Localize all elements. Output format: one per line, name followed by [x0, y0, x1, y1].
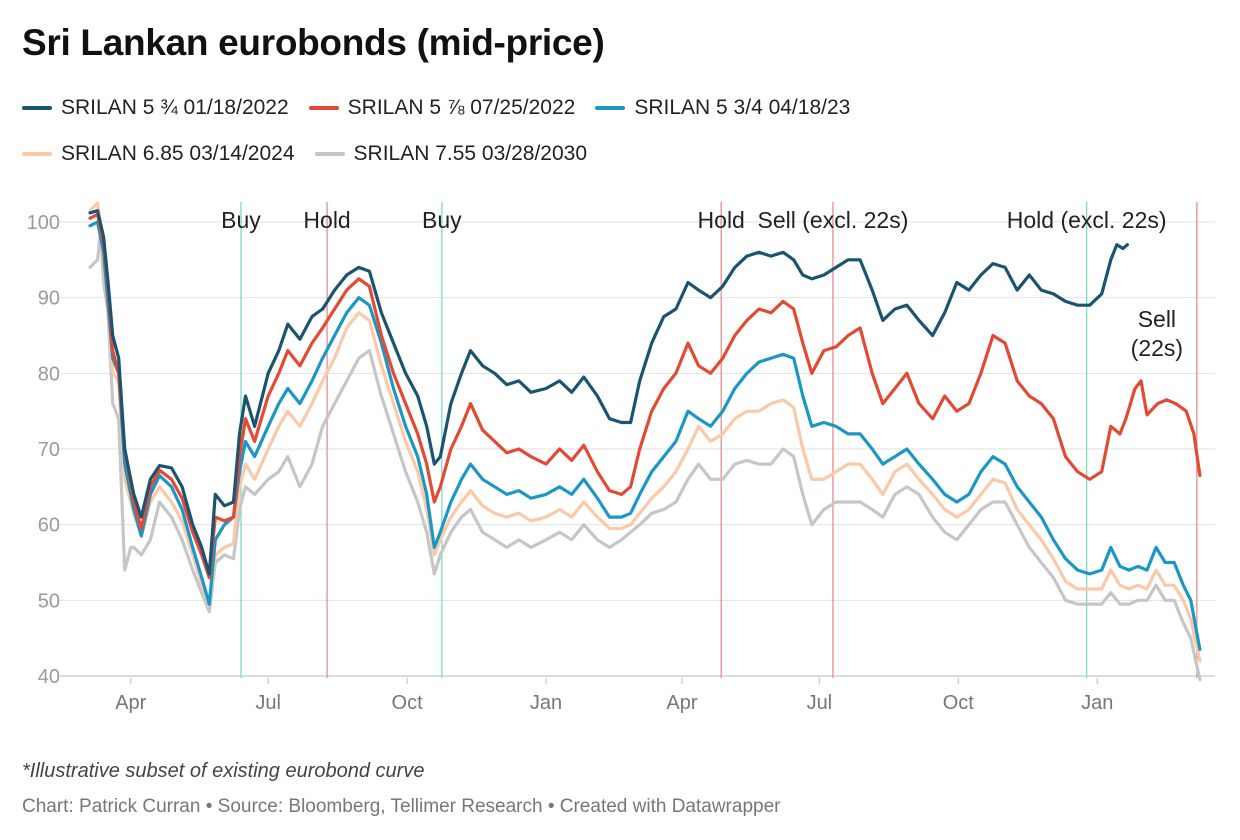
annotation-label-0: Buy [221, 207, 261, 233]
legend-label-3: SRILAN 6.85 03/14/2024 [61, 142, 295, 165]
y-tick-label: 60 [38, 515, 60, 537]
legend-label-1: SRILAN 5 ⅞ 07/25/2022 [347, 96, 576, 119]
legend-item-2: SRILAN 5 3/4 04/18/23 [595, 96, 850, 120]
x-tick-label: Oct [392, 692, 424, 714]
annotation-labels: Buy Hold Buy Hold Sell (excl. 22s) Hold (excl… [221, 207, 1183, 361]
x-tick-label: Oct [943, 692, 975, 714]
series-line-0 [88, 209, 1129, 576]
legend-item-3: SRILAN 6.85 03/14/2024 [22, 142, 295, 166]
series-line-3 [88, 201, 1202, 663]
y-tick-label: 90 [38, 288, 60, 310]
legend-item-0: SRILAN 5 ¾ 01/18/2022 [22, 96, 289, 120]
legend-item-4: SRILAN 7.55 03/28/2030 [314, 142, 588, 166]
series-line-2 [88, 220, 1202, 652]
legend-swatch-3 [22, 152, 52, 156]
legend-label-0: SRILAN 5 ¾ 01/18/2022 [61, 96, 289, 119]
annotation-label-line: Sell [1138, 306, 1176, 332]
y-tick-label: 100 [27, 212, 60, 234]
annotation-label-5: Hold (excl. 22s) [1007, 207, 1167, 233]
x-tick-label: Jul [807, 692, 833, 714]
y-tick-label: 70 [38, 439, 60, 461]
annotation-label-4: Sell (excl. 22s) [758, 207, 909, 233]
annotation-lines [240, 202, 1198, 678]
legend-row-1: SRILAN 5 ¾ 01/18/2022 SRILAN 5 ⅞ 07/25/2… [22, 96, 870, 120]
legend-swatch-2 [595, 106, 626, 110]
x-tick-label: Jan [530, 692, 562, 714]
y-tick-label: 80 [38, 363, 60, 385]
footnote: *Illustrative subset of existing eurobon… [22, 760, 425, 782]
x-tick-label: Apr [115, 692, 146, 714]
series-line-1 [88, 212, 1202, 580]
legend-row-2: SRILAN 6.85 03/14/2024 SRILAN 7.55 03/28… [22, 142, 607, 166]
chart-title: Sri Lankan eurobonds (mid-price) [22, 22, 605, 63]
y-axis: 40 50 60 70 80 90 100 [27, 212, 60, 688]
legend-swatch-0 [22, 106, 52, 110]
chart-credit: Chart: Patrick Curran • Source: Bloomber… [22, 796, 781, 817]
annotation-label-2: Buy [422, 207, 462, 233]
legend-swatch-1 [308, 106, 339, 110]
line-chart: Buy Hold Buy Hold Sell (excl. 22s) Hold (excl… [27, 201, 1215, 714]
x-tick-label: Apr [666, 692, 697, 714]
x-axis: Apr Jul Oct Jan Apr Jul Oct Jan [115, 678, 1113, 714]
x-tick-label: Jul [255, 692, 281, 714]
x-tick-label: Jan [1081, 692, 1113, 714]
annotation-label-1: Hold [303, 207, 350, 233]
annotation-label-line: (22s) [1131, 335, 1183, 361]
annotation-label-6: Sell (22s) [1131, 306, 1183, 361]
y-tick-label: 50 [38, 590, 60, 612]
legend-label-4: SRILAN 7.55 03/28/2030 [353, 142, 588, 165]
legend-item-1: SRILAN 5 ⅞ 07/25/2022 [308, 96, 576, 120]
legend-label-2: SRILAN 5 3/4 04/18/23 [634, 96, 851, 119]
legend-swatch-4 [314, 152, 345, 156]
series-lines [88, 201, 1202, 682]
annotation-label-3: Hold [698, 207, 745, 233]
y-tick-label: 40 [38, 666, 60, 688]
